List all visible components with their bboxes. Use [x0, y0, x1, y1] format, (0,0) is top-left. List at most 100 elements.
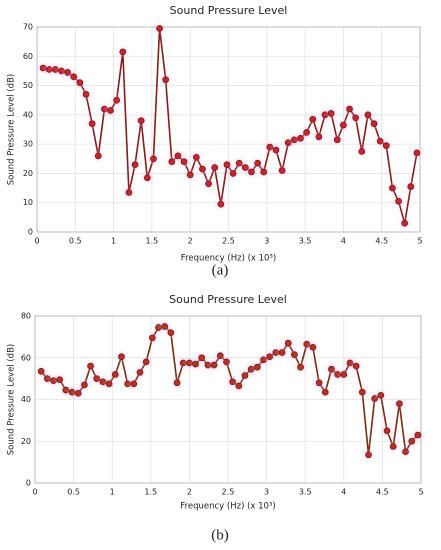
data-point — [315, 379, 323, 387]
y-axis-label: Sound Pressure Level (dB) — [7, 74, 17, 185]
x-tick-label: 4.5 — [376, 488, 389, 497]
data-point — [278, 167, 286, 174]
data-point — [173, 379, 181, 387]
data-point — [284, 139, 292, 146]
data-point — [144, 174, 151, 182]
y-tick-label: 10 — [23, 198, 33, 207]
data-point — [186, 171, 194, 179]
y-tick-label: 20 — [21, 437, 31, 446]
y-tick-label: 40 — [21, 395, 31, 404]
data-point — [99, 378, 107, 386]
data-point — [101, 105, 108, 113]
data-point — [328, 365, 335, 373]
data-point — [303, 129, 310, 136]
x-tick-label: 0 — [32, 488, 37, 497]
data-point — [266, 143, 274, 151]
y-tick-label: 30 — [23, 140, 33, 149]
data-point — [186, 359, 193, 367]
y-tick-label: 60 — [23, 52, 33, 61]
data-point — [142, 358, 150, 366]
data-point — [155, 324, 162, 331]
data-point — [401, 219, 408, 227]
x-tick-label: 0.5 — [67, 488, 80, 497]
data-point — [309, 344, 317, 351]
data-point — [352, 114, 359, 122]
data-point — [407, 183, 415, 190]
data-point — [125, 189, 133, 196]
data-point — [272, 146, 280, 154]
data-point — [291, 136, 298, 144]
data-point — [52, 66, 59, 73]
data-point — [74, 389, 82, 397]
x-tick-label: 1.5 — [146, 237, 159, 246]
data-point — [94, 152, 102, 160]
data-point — [223, 161, 231, 168]
data-point — [179, 359, 187, 367]
x-tick-label: 2.5 — [222, 488, 235, 497]
data-point — [70, 73, 78, 81]
data-point — [383, 427, 391, 435]
data-point — [88, 120, 96, 127]
data-point — [254, 159, 261, 167]
data-point — [359, 388, 366, 396]
x-tick-label: 1 — [111, 237, 116, 246]
data-line — [42, 28, 418, 224]
x-tick-label: 1 — [110, 488, 115, 497]
caption: (a) — [212, 262, 229, 278]
data-point — [327, 110, 335, 117]
data-point — [113, 96, 120, 104]
x-tick-label: 5 — [417, 237, 422, 246]
y-tick-label: 40 — [23, 110, 33, 119]
data-point — [229, 170, 237, 177]
data-point — [137, 117, 145, 125]
data-point — [408, 437, 416, 445]
data-point — [87, 362, 94, 370]
data-point — [370, 120, 378, 127]
data-point — [278, 349, 286, 356]
data-point — [105, 380, 113, 388]
data-point — [291, 351, 298, 358]
data-point — [223, 358, 230, 366]
data-point — [161, 323, 168, 330]
x-tick-label: 3 — [264, 488, 269, 497]
x-tick-label: 2.5 — [222, 237, 235, 246]
x-tick-label: 1.5 — [144, 488, 157, 497]
data-point — [309, 115, 317, 123]
data-point — [242, 164, 249, 171]
y-tick-label: 60 — [21, 353, 31, 362]
y-tick-label: 20 — [23, 169, 33, 178]
x-tick-label: 5 — [418, 488, 423, 497]
x-tick-label: 2 — [187, 488, 192, 497]
data-point — [395, 197, 402, 205]
caption: (b) — [211, 527, 229, 543]
x-tick-label: 0 — [34, 237, 39, 246]
data-point — [377, 392, 385, 399]
data-point — [118, 353, 125, 361]
data-point — [321, 388, 329, 396]
y-tick-label: 70 — [23, 23, 33, 32]
x-tick-label: 4 — [341, 488, 346, 497]
data-point — [315, 133, 323, 141]
data-point — [180, 158, 188, 166]
data-point — [211, 164, 219, 171]
x-axis-label: Frequency (Hz) (x 10³) — [180, 502, 275, 512]
data-point — [254, 363, 261, 371]
data-point — [150, 155, 157, 163]
data-point — [396, 400, 403, 407]
y-tick-label: 0 — [28, 228, 33, 237]
data-point — [62, 386, 70, 394]
data-point — [56, 376, 64, 383]
data-point — [340, 371, 348, 378]
data-point — [272, 349, 280, 356]
x-tick-label: 0.5 — [69, 237, 82, 246]
data-point — [376, 137, 384, 145]
data-point — [266, 353, 273, 361]
data-point — [130, 380, 138, 388]
data-point — [193, 154, 200, 161]
data-point — [284, 339, 292, 347]
data-point — [364, 111, 372, 119]
data-point — [64, 69, 71, 76]
data-point — [297, 134, 304, 142]
data-point — [111, 371, 119, 378]
